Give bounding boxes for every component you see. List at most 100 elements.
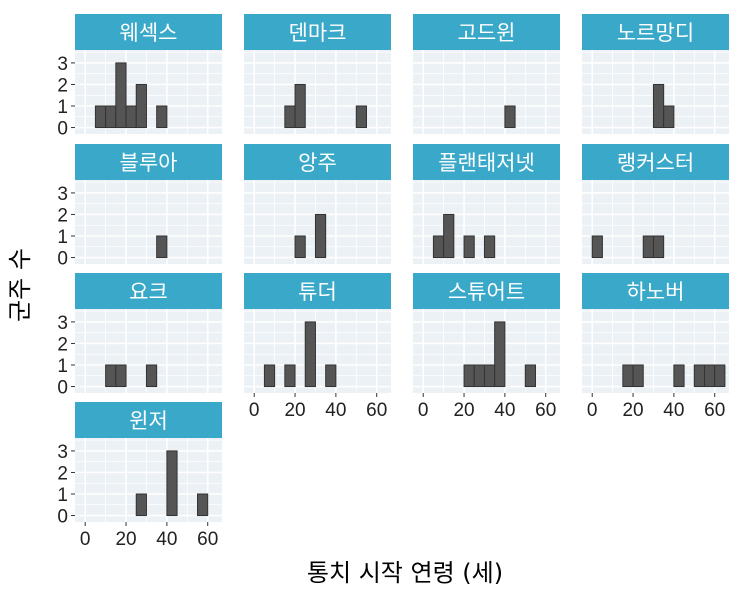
histogram-bar	[125, 105, 137, 129]
histogram-bar	[115, 364, 127, 388]
facet-label: 랭커스터	[617, 151, 694, 175]
panel: 노르망디	[582, 14, 729, 134]
facet-strip	[75, 144, 222, 180]
histogram-bar	[473, 364, 485, 388]
x-tick-label: 0	[418, 400, 429, 421]
y-tick-label: 2	[57, 463, 68, 484]
facet-label: 덴마크	[289, 21, 347, 45]
panel: 고드윈	[413, 14, 560, 134]
histogram-bar	[115, 62, 127, 129]
y-tick-label: 0	[57, 378, 68, 399]
histogram-bar	[304, 321, 316, 388]
histogram-bar	[524, 364, 537, 388]
facet-strip	[413, 14, 560, 50]
histogram-bar	[443, 213, 455, 259]
y-tick-label: 0	[57, 507, 68, 528]
histogram-bar	[432, 235, 445, 259]
y-tick-label: 0	[57, 249, 68, 270]
histogram-bar	[714, 364, 726, 388]
x-tick-label: 40	[494, 400, 515, 421]
histogram-bar	[294, 235, 306, 259]
y-tick-label: 2	[57, 205, 68, 226]
y-tick-label: 1	[57, 356, 68, 377]
facet-strip	[582, 144, 729, 180]
histogram-bar	[663, 105, 675, 129]
facet-strip	[75, 14, 222, 50]
x-axis-title: 통치 시작 연령 (세)	[307, 559, 503, 587]
panel: 튜더 0 20 40 60	[244, 273, 391, 421]
x-tick-label: 40	[156, 529, 177, 550]
x-tick-label: 60	[535, 400, 556, 421]
facet-strip	[75, 273, 222, 309]
panel-background	[75, 180, 222, 264]
facet-strip	[582, 273, 729, 309]
histogram-bar	[105, 364, 117, 388]
histogram-bar	[284, 105, 296, 129]
panel-background	[413, 50, 560, 134]
facet-strip	[75, 402, 222, 438]
histogram-bar	[294, 83, 306, 129]
facet-label: 하노버	[627, 280, 685, 304]
x-tick-label: 60	[704, 400, 725, 421]
histogram-bar	[693, 364, 706, 388]
histogram-bar	[591, 235, 603, 259]
facet-strip	[413, 144, 560, 180]
facet-label: 고드윈	[458, 21, 516, 45]
x-tick-label: 60	[366, 400, 387, 421]
histogram-bar	[263, 364, 276, 388]
x-tick-label: 0	[249, 400, 260, 421]
facet-label: 웨섹스	[120, 21, 178, 45]
facet-label: 플랜태저넷	[438, 151, 535, 175]
x-tick-label: 0	[80, 529, 91, 550]
panel: 앙주	[244, 144, 391, 264]
histogram-bar	[197, 493, 209, 517]
histogram-bar	[652, 235, 665, 259]
facet-strip	[244, 273, 391, 309]
x-tick-label: 20	[622, 400, 643, 421]
histogram-bar	[704, 364, 716, 388]
x-tick-label: 20	[115, 529, 136, 550]
facet-label: 튜더	[298, 280, 337, 304]
facet-strip	[582, 14, 729, 50]
y-tick-label: 3	[57, 184, 68, 205]
histogram-bar	[483, 235, 496, 259]
histogram-bar	[652, 83, 665, 129]
facet-label: 스튜어트	[448, 280, 525, 304]
histogram-bar	[166, 450, 178, 517]
y-tick-label: 3	[57, 313, 68, 334]
panel: 랭커스터	[582, 144, 729, 264]
facet-strip	[413, 273, 560, 309]
y-tick-label: 1	[57, 97, 68, 118]
histogram-bar	[105, 105, 117, 129]
histogram-bar	[325, 364, 337, 388]
histogram-bar	[673, 364, 685, 388]
histogram-bar	[632, 364, 644, 388]
histogram-bar	[494, 321, 506, 388]
facet-strip	[244, 144, 391, 180]
histogram-bar	[642, 235, 654, 259]
x-tick-label: 20	[284, 400, 305, 421]
x-tick-label: 40	[325, 400, 346, 421]
facet-label: 요크	[129, 280, 168, 304]
panel: 하노버 0 20 40 60	[582, 273, 729, 421]
histogram-bar	[622, 364, 634, 388]
histogram-bar	[355, 105, 367, 129]
facet-strip	[244, 14, 391, 50]
histogram-bar	[156, 235, 168, 259]
y-tick-label: 1	[57, 485, 68, 506]
histogram-bar	[314, 213, 327, 259]
histogram-bar	[135, 493, 147, 517]
histogram-bar	[463, 235, 475, 259]
y-tick-label: 1	[57, 227, 68, 248]
x-tick-label: 60	[197, 529, 218, 550]
facet-label: 노르망디	[617, 21, 694, 45]
panel: 플랜태저넷	[413, 144, 560, 264]
histogram-bar	[145, 364, 158, 388]
facet-label: 윈저	[129, 409, 168, 433]
facet-label: 앙주	[298, 151, 337, 175]
